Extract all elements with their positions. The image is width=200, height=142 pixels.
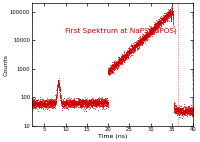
X-axis label: Time (ns): Time (ns) <box>98 133 127 139</box>
Text: First Spektrum at NaPS (GPOS): First Spektrum at NaPS (GPOS) <box>65 27 176 34</box>
Y-axis label: Counts: Counts <box>3 54 8 76</box>
